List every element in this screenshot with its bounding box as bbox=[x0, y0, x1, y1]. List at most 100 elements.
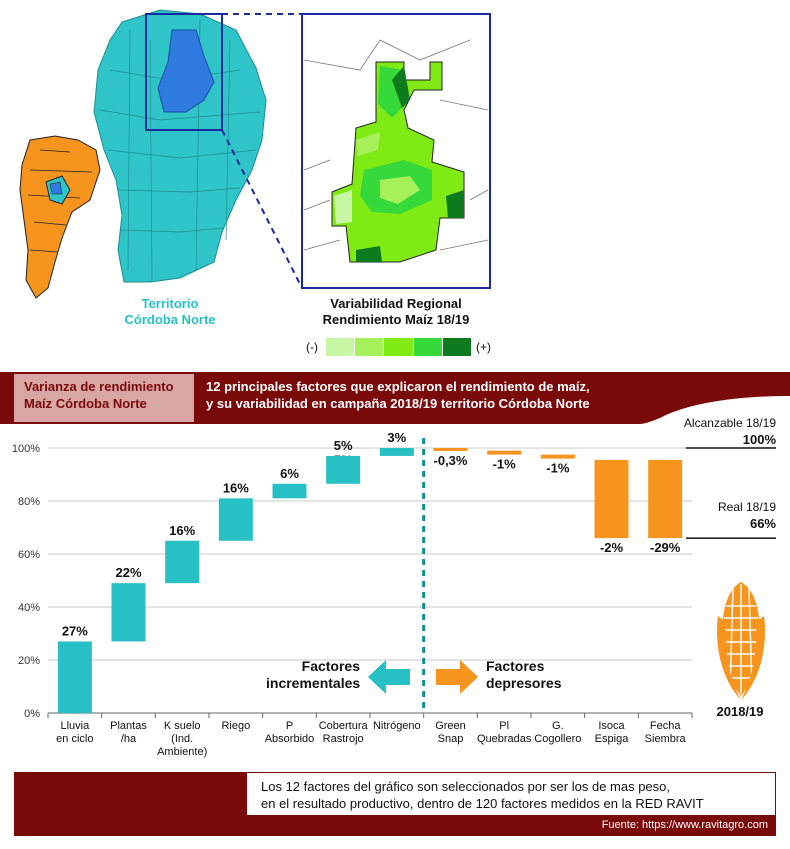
legend-minus-label: (-) bbox=[306, 340, 318, 354]
incremental-bar bbox=[272, 483, 307, 499]
x-category-label: Cobertura Rastrojo bbox=[319, 720, 369, 745]
bar-value-label: 5% bbox=[334, 438, 353, 453]
x-category-label-line: Cogollero bbox=[534, 733, 581, 745]
depressor-arrow-icon bbox=[436, 660, 478, 694]
x-category-label-line: Quebradas bbox=[477, 733, 532, 745]
bar-value-label: -1% bbox=[493, 457, 517, 472]
cordoba-province-map bbox=[93, 9, 267, 283]
x-category-label-line: G. bbox=[552, 720, 564, 732]
incremental-label-line1: Factores bbox=[301, 658, 360, 674]
incremental-label: Factores incrementales bbox=[266, 658, 360, 692]
legend-plus-label: (+) bbox=[476, 340, 491, 354]
x-category-label-line: en ciclo bbox=[56, 733, 93, 745]
x-category-label-line: /ha bbox=[121, 733, 137, 745]
depressor-bar bbox=[648, 459, 683, 539]
region-label-line2: Córdoba Norte bbox=[124, 312, 216, 327]
footer-note-line2: en el resultado productivo, dentro de 12… bbox=[261, 796, 704, 811]
corn-icon bbox=[716, 582, 766, 700]
x-category-label-line: Snap bbox=[438, 733, 464, 745]
x-category-label-line: Rastrojo bbox=[323, 733, 364, 745]
incremental-bar bbox=[326, 470, 361, 484]
y-tick-label: 20% bbox=[18, 655, 40, 667]
x-category-label: Fecha Siembra bbox=[645, 720, 687, 745]
incremental-bar bbox=[57, 641, 92, 713]
footer-source-band: Fuente: https://www.ravitagro.com bbox=[14, 816, 776, 836]
x-category-label: Lluvia en ciclo bbox=[56, 720, 93, 745]
inset-caption: Variabilidad Regional Rendimiento Maíz 1… bbox=[296, 296, 496, 328]
real-label: Real 18/19 bbox=[717, 500, 776, 514]
x-category-label-line: (Ind. bbox=[171, 733, 193, 745]
bar-value-label: 3% bbox=[387, 430, 406, 445]
x-category-label-line: Lluvia bbox=[60, 720, 90, 732]
real-value: 66% bbox=[749, 516, 776, 531]
x-category-label-line: Ambiente) bbox=[157, 746, 207, 758]
bar-value-label: 6% bbox=[280, 466, 299, 481]
x-category-label-line: Espiga bbox=[595, 733, 630, 745]
x-category-label: Isoca Espiga bbox=[595, 720, 630, 745]
incremental-label-line2: incrementales bbox=[266, 675, 361, 691]
bar-value-label: 16% bbox=[223, 480, 249, 495]
footer-source: Fuente: https://www.ravitagro.com bbox=[601, 819, 768, 831]
x-category-label: Plantas/ha bbox=[110, 720, 147, 745]
legend-swatches bbox=[326, 338, 472, 356]
incremental-bar bbox=[326, 455, 361, 471]
x-category-label-line: Pl bbox=[499, 720, 509, 732]
x-category-label: G. Cogollero bbox=[534, 720, 581, 745]
header-left-line2: Maíz Córdoba Norte bbox=[24, 396, 147, 411]
x-category-label-line: Fecha bbox=[650, 720, 681, 732]
inset-regional-map bbox=[301, 13, 491, 289]
header-left-box: Varianza de rendimiento Maíz Córdoba Nor… bbox=[14, 374, 194, 422]
legend-swatch bbox=[384, 338, 413, 356]
x-category-label-line: Cobertura bbox=[319, 720, 369, 732]
y-tick-label: 100% bbox=[12, 443, 40, 455]
bar-value-label: -2% bbox=[600, 540, 624, 555]
x-category-label: Riego bbox=[221, 720, 250, 732]
legend-swatch bbox=[355, 338, 384, 356]
incremental-bar bbox=[165, 540, 200, 584]
region-label-line1: Territorio bbox=[141, 296, 199, 311]
legend-swatch bbox=[442, 338, 471, 356]
incremental-bar bbox=[379, 448, 414, 456]
bar-value-label: 27% bbox=[62, 623, 88, 638]
inset-caption-line2: Rendimiento Maíz 18/19 bbox=[322, 312, 470, 327]
year-label: 2018/19 bbox=[716, 704, 764, 719]
x-category-label-line: Absorbido bbox=[265, 733, 315, 745]
incremental-arrow-icon bbox=[368, 660, 410, 694]
depressor-bar bbox=[540, 454, 575, 459]
bar-value-label: -0,3% bbox=[434, 453, 468, 468]
x-category-label-line: Riego bbox=[221, 720, 250, 732]
footer-note-box: Los 12 factores del gráfico son seleccio… bbox=[246, 772, 776, 816]
depressor-label-line2: depresores bbox=[486, 675, 562, 691]
x-category-label-line: Nitrógeno bbox=[373, 720, 421, 732]
y-tick-label: 80% bbox=[18, 496, 40, 508]
footer-note-line1: Los 12 factores del gráfico son seleccio… bbox=[261, 779, 671, 794]
header-right-text: 12 principales factores que explicaron e… bbox=[206, 378, 646, 412]
x-category-label: P Absorbido bbox=[265, 720, 315, 745]
header-band bbox=[0, 372, 790, 424]
depressor-bar bbox=[487, 450, 522, 455]
attainable-value: 100% bbox=[742, 432, 776, 447]
x-category-label-line: Plantas bbox=[110, 720, 147, 732]
y-tick-label: 40% bbox=[18, 602, 40, 614]
argentina-map bbox=[19, 135, 101, 299]
header-left-line1: Varianza de rendimiento bbox=[24, 379, 174, 394]
depressor-bar bbox=[594, 459, 629, 539]
x-category-label-line: K suelo bbox=[164, 720, 201, 732]
bar-value-label: 22% bbox=[115, 565, 141, 580]
incremental-bar bbox=[111, 583, 146, 642]
y-tick-label: 60% bbox=[18, 549, 40, 561]
bar-value-label: 16% bbox=[169, 523, 195, 538]
y-tick-label: 0% bbox=[24, 708, 40, 720]
color-scale-legend: (-) (+) bbox=[306, 338, 496, 356]
x-category-label-line: Green bbox=[435, 720, 466, 732]
footer-left-block bbox=[14, 772, 246, 816]
legend-swatch bbox=[326, 338, 355, 356]
region-label: Territorio Córdoba Norte bbox=[110, 296, 230, 328]
waterfall-chart: 0% 20% 40% 60% 80% 100% Lluvia en ciclo Plantas /… bbox=[12, 430, 776, 758]
attainable-label: Alcanzable 18/19 bbox=[683, 416, 776, 430]
x-category-label-line: Siembra bbox=[645, 733, 687, 745]
depressor-label-line1: Factores bbox=[486, 658, 545, 674]
header-right-line1: 12 principales factores que explicaron e… bbox=[206, 379, 590, 394]
bar-value-label: -1% bbox=[546, 461, 570, 476]
legend-swatch bbox=[413, 338, 442, 356]
